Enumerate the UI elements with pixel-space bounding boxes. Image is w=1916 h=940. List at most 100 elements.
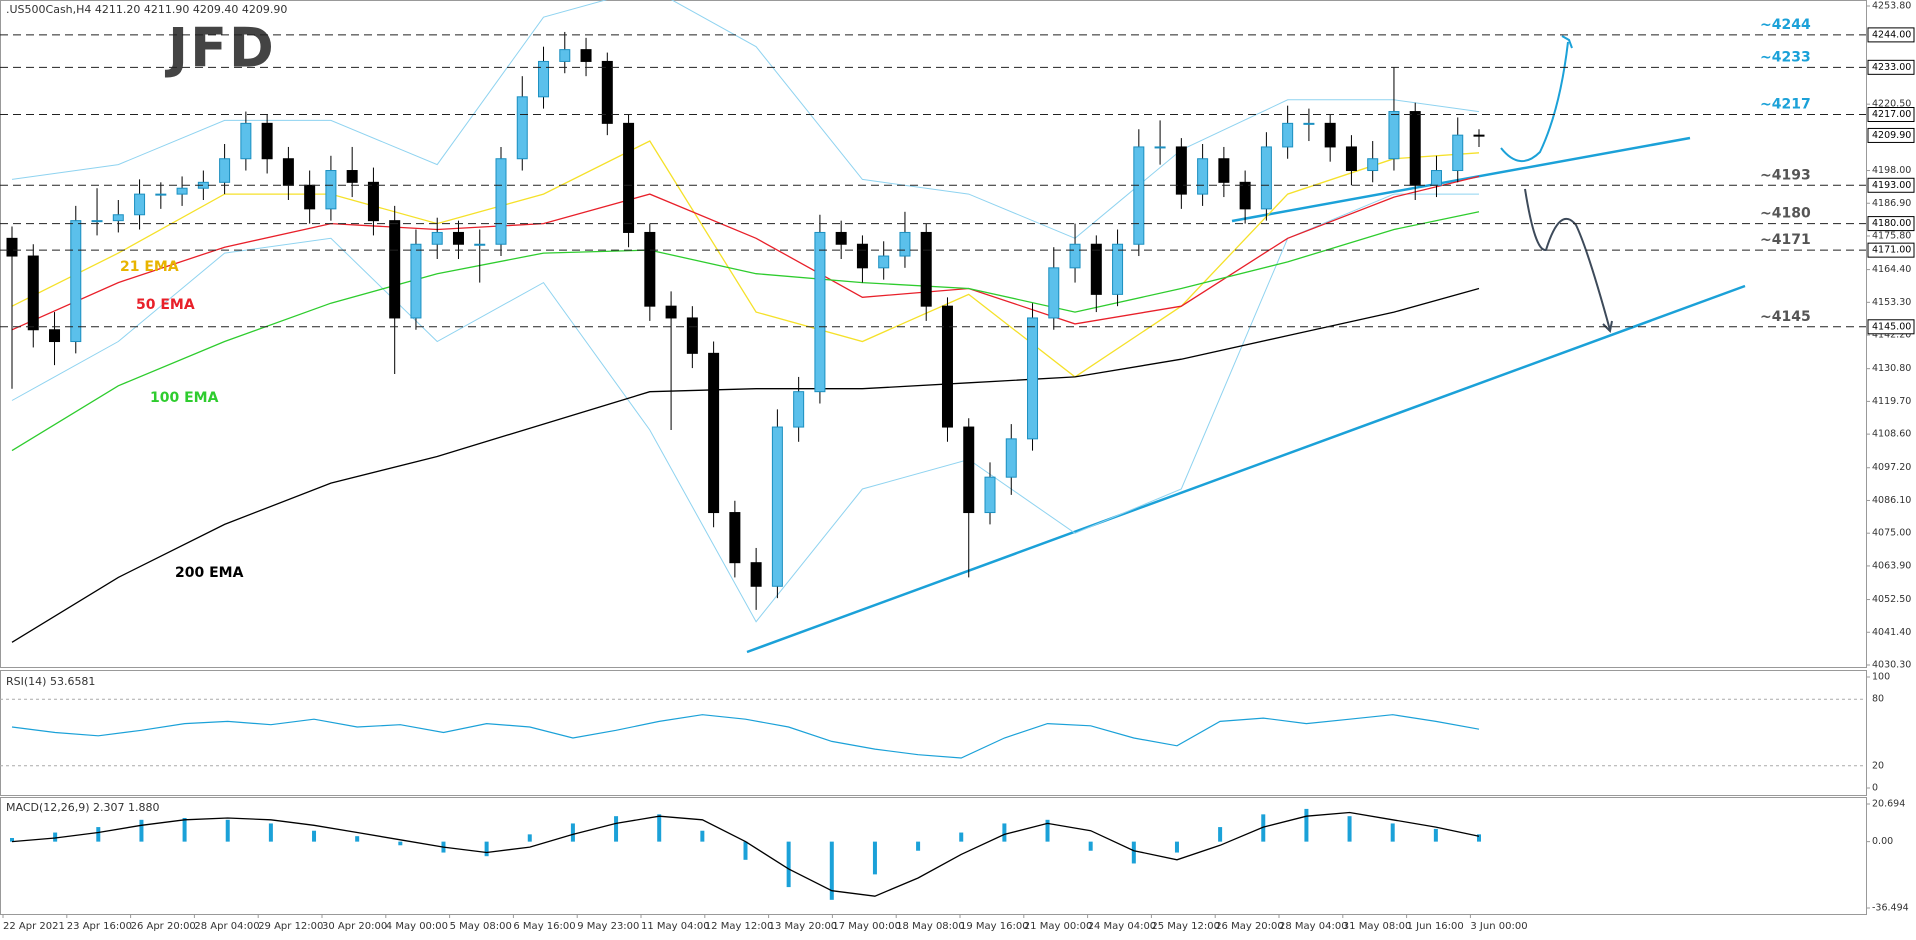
- candle-body: [538, 60, 550, 98]
- rsi-frame: [0, 670, 1867, 796]
- level-axis-label: 4217.00: [1872, 109, 1911, 120]
- macd-bar: [96, 827, 101, 842]
- y-tick-label: 4220.50: [1872, 99, 1911, 110]
- level-box: [1867, 216, 1915, 232]
- candle-body: [750, 562, 762, 587]
- candle-body: [878, 255, 890, 269]
- macd-bar: [1347, 816, 1352, 842]
- level-label: ~4145: [1760, 309, 1811, 325]
- candle-body: [623, 122, 635, 233]
- candle-body: [814, 231, 826, 393]
- macd-bar: [1002, 823, 1007, 842]
- macd-bar: [872, 841, 877, 875]
- y-tick-label: 20.694: [1872, 799, 1905, 810]
- bear-arrow: [1524, 188, 1611, 331]
- x-tick-label: 28 Apr 04:00: [194, 921, 259, 932]
- candle-body: [112, 214, 124, 222]
- candle-body: [134, 193, 146, 216]
- macd-bar: [10, 837, 14, 842]
- macd-bar: [614, 816, 619, 842]
- y-tick-label: 4097.20: [1872, 462, 1911, 473]
- macd-bar: [657, 814, 662, 842]
- macd-bar: [225, 819, 230, 842]
- candle-body: [708, 352, 720, 514]
- macd-bar: [1433, 828, 1438, 842]
- candle-body: [367, 181, 379, 222]
- candle-body: [6, 237, 18, 257]
- y-tick-label: 4142.20: [1872, 330, 1911, 341]
- macd-bar: [959, 832, 964, 842]
- y-tick-label: 4175.80: [1872, 230, 1911, 241]
- level-label: ~4171: [1760, 232, 1811, 248]
- y-tick-label: -36.494: [1872, 903, 1909, 914]
- candle-body: [219, 158, 231, 183]
- price-panel: [6, 0, 1485, 643]
- level-axis-label: 4171.00: [1872, 245, 1911, 256]
- candle-body: [580, 49, 592, 62]
- candle-body: [963, 426, 975, 514]
- macd-bar: [1088, 841, 1093, 851]
- x-tick-label: 29 Apr 12:00: [258, 921, 323, 932]
- x-tick-label: 28 May 04:00: [1279, 921, 1348, 932]
- macd-bar: [829, 841, 834, 900]
- x-tick-label: 24 May 04:00: [1088, 921, 1157, 932]
- bollinger-band: [11, 0, 1480, 239]
- candle-body: [1112, 243, 1124, 295]
- macd-bar: [570, 823, 575, 842]
- candle-body: [941, 305, 953, 428]
- trendline: [1231, 136, 1691, 223]
- y-tick-label: 80: [1872, 694, 1884, 705]
- x-tick-label: 6 May 16:00: [513, 921, 575, 932]
- candle-body: [516, 96, 528, 160]
- x-tick-label: 11 May 04:00: [641, 921, 710, 932]
- x-tick-label: 17 May 00:00: [832, 921, 901, 932]
- candle-body: [665, 305, 677, 319]
- candle-body: [899, 231, 911, 257]
- macd-bar: [139, 819, 144, 842]
- level-box: [1867, 59, 1915, 75]
- candle-body: [1090, 243, 1102, 295]
- level-box: [1867, 242, 1915, 258]
- candle-body: [325, 170, 337, 210]
- y-tick-label: 4198.00: [1872, 165, 1911, 176]
- y-tick-label: 4130.80: [1872, 363, 1911, 374]
- macd-bar: [484, 841, 489, 857]
- candle-body: [920, 231, 932, 307]
- level-label: ~4233: [1760, 49, 1811, 65]
- candle-body: [431, 231, 443, 245]
- level-label: ~4180: [1760, 206, 1811, 222]
- y-tick-label: 4119.70: [1872, 396, 1911, 407]
- macd-bar: [1045, 819, 1050, 842]
- y-tick-label: 100: [1872, 672, 1890, 683]
- arrow-head: [1561, 35, 1573, 49]
- candle-body: [1218, 158, 1230, 183]
- x-tick-label: 5 May 08:00: [450, 921, 512, 932]
- current-price-label: 4209.90: [1872, 130, 1911, 141]
- candle-body: [1027, 317, 1039, 440]
- candle-body: [282, 158, 294, 186]
- y-tick-label: 4153.30: [1872, 297, 1911, 308]
- candle-body: [91, 220, 103, 223]
- x-tick-label: 3 Jun 00:00: [1470, 921, 1527, 932]
- candle-body: [70, 220, 82, 343]
- x-tick-label: 31 May 08:00: [1343, 921, 1412, 932]
- candle-body: [304, 184, 316, 210]
- y-tick-label: 4186.90: [1872, 198, 1911, 209]
- x-tick-label: 19 May 16:00: [960, 921, 1029, 932]
- macd-signal: [11, 811, 1480, 897]
- level-label: ~4193: [1760, 167, 1811, 183]
- macd-bar: [355, 836, 360, 842]
- macd-bar: [1390, 823, 1395, 842]
- candle-body: [1069, 243, 1081, 269]
- macd-bar: [1131, 841, 1136, 864]
- macd-bar: [786, 841, 791, 888]
- macd-bar: [1261, 814, 1266, 842]
- level-label: ~4217: [1760, 97, 1811, 113]
- macd-bar: [1477, 834, 1481, 842]
- candle-body: [27, 255, 39, 331]
- candle-body: [49, 329, 61, 343]
- y-tick-label: 4086.10: [1872, 495, 1911, 506]
- candle-body: [984, 476, 996, 514]
- level-axis-label: 4193.00: [1872, 180, 1911, 191]
- y-tick-label: 4063.90: [1872, 560, 1911, 571]
